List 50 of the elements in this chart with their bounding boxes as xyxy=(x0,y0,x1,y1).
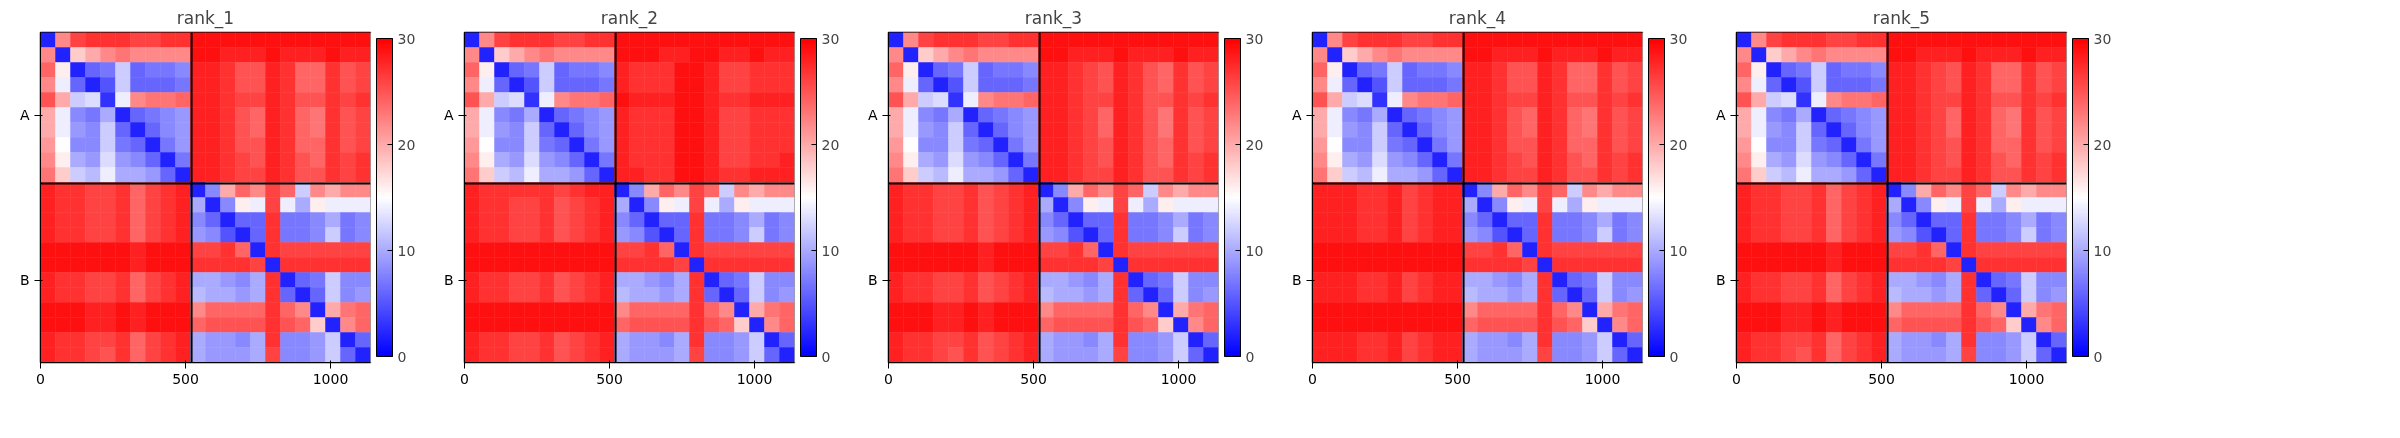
chart-title: rank_2 xyxy=(600,7,659,29)
color-bar-label: 30 xyxy=(397,30,416,47)
color-bar-label: 0 xyxy=(1669,348,1679,365)
color-bar-label: 20 xyxy=(2093,136,2112,153)
color-bar-label: 0 xyxy=(821,348,831,365)
y-tick-label: A xyxy=(443,107,454,123)
x-tick-label: 1000 xyxy=(312,370,349,387)
color-bar-label: 10 xyxy=(397,242,416,259)
x-tick-label: 1000 xyxy=(1584,370,1621,387)
y-tick-label: A xyxy=(1291,107,1302,123)
color-bar-label: 30 xyxy=(821,30,840,47)
x-tick-label: 1000 xyxy=(1160,370,1197,387)
y-tick-label: B xyxy=(1291,272,1302,288)
color-bar-label: 0 xyxy=(2093,348,2103,365)
x-tick-label: 500 xyxy=(172,370,199,387)
x-tick-label: 0 xyxy=(1732,370,1741,387)
y-tick-label: A xyxy=(1715,107,1726,123)
x-tick-label: 500 xyxy=(596,370,623,387)
color-bar-label: 20 xyxy=(397,136,416,153)
color-bar-label: 10 xyxy=(1669,242,1688,259)
x-tick-label: 0 xyxy=(36,370,45,387)
color-bar-label: 0 xyxy=(1245,348,1255,365)
y-tick-label: B xyxy=(443,272,454,288)
color-bar-label: 10 xyxy=(2093,242,2112,259)
y-tick-label: B xyxy=(19,272,30,288)
x-tick-label: 500 xyxy=(1868,370,1895,387)
color-bar-label: 30 xyxy=(1245,30,1264,47)
color-bar-label: 10 xyxy=(1245,242,1264,259)
y-tick-label: B xyxy=(1715,272,1726,288)
chart-title: rank_1 xyxy=(176,7,235,29)
color-bar-label: 20 xyxy=(1669,136,1688,153)
chart-title: rank_5 xyxy=(1872,7,1931,29)
y-tick-label: A xyxy=(19,107,30,123)
chart-title: rank_4 xyxy=(1448,7,1507,29)
x-tick-label: 1000 xyxy=(2008,370,2045,387)
x-tick-label: 1000 xyxy=(736,370,773,387)
chart-title: rank_3 xyxy=(1024,7,1083,29)
x-tick-label: 0 xyxy=(884,370,893,387)
x-tick-label: 500 xyxy=(1444,370,1471,387)
color-bar-label: 30 xyxy=(2093,30,2112,47)
y-tick-label: B xyxy=(867,272,878,288)
color-bar-label: 20 xyxy=(821,136,840,153)
color-bar-label: 30 xyxy=(1669,30,1688,47)
color-bar-label: 10 xyxy=(821,242,840,259)
x-tick-label: 0 xyxy=(460,370,469,387)
x-tick-label: 500 xyxy=(1020,370,1047,387)
x-tick-label: 0 xyxy=(1308,370,1317,387)
color-bar-label: 0 xyxy=(397,348,407,365)
color-bar-label: 20 xyxy=(1245,136,1264,153)
y-tick-label: A xyxy=(867,107,878,123)
